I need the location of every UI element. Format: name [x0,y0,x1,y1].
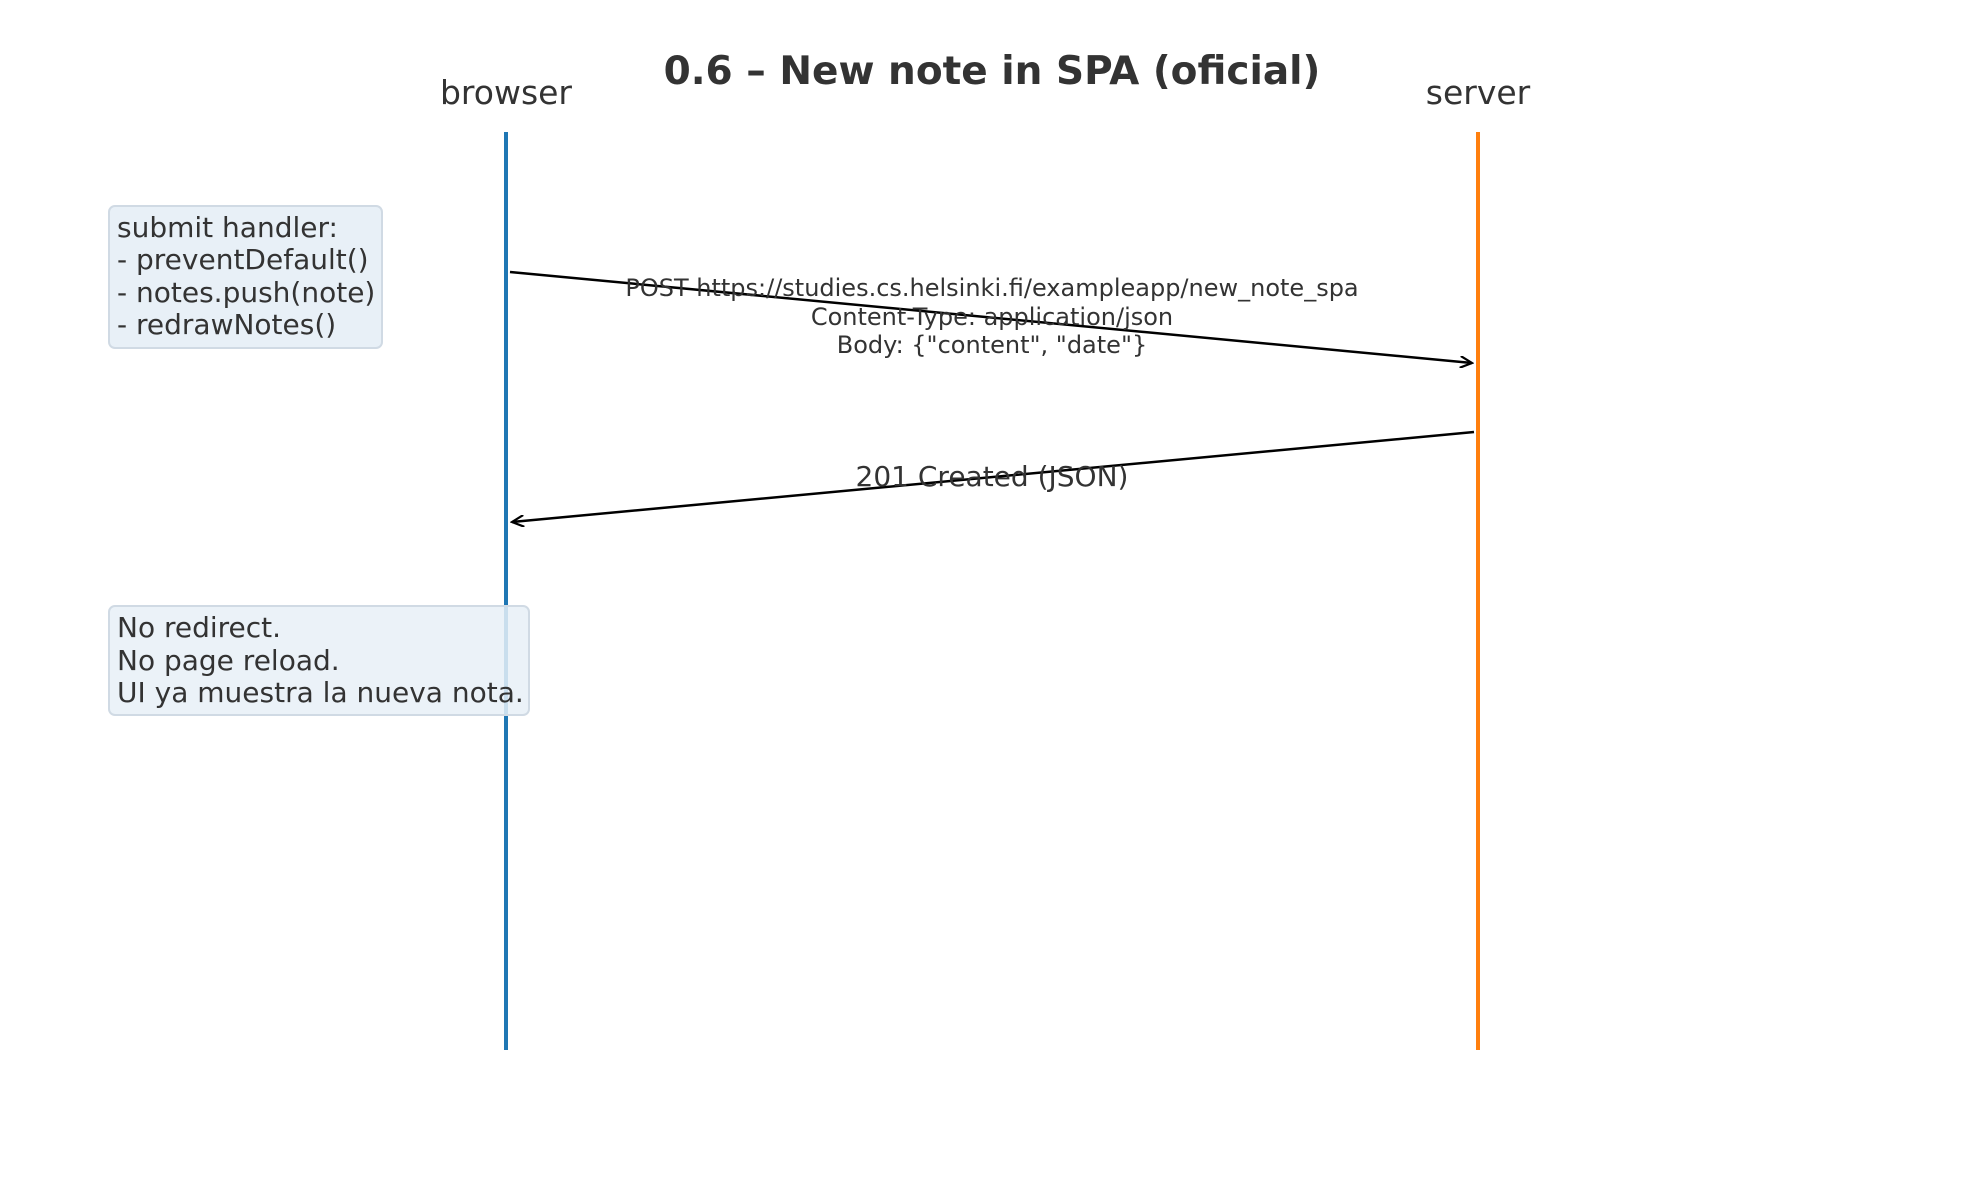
message-label-line: Content-Type: application/json [811,303,1173,331]
message-arrow-response [512,430,1475,522]
note-box-submit-handler [108,205,383,349]
note-box-no-redirect [108,605,530,716]
message-label-line: Body: {"content", "date"} [837,331,1148,359]
diagram-title: 0.6 – New note in SPA (oficial) [664,49,1321,94]
actor-label-browser: browser [440,73,572,112]
message-arrow-post [509,270,1472,363]
note-line: - notes.push(note) [117,276,375,309]
note-line: UI ya muestra la nueva nota. [117,676,524,709]
note-line: No redirect. [117,611,281,644]
note-line: - redrawNotes() [117,308,336,341]
note-line: No page reload. [117,644,340,677]
message-label-line: POST https://studies.cs.helsinki.fi/exam… [625,274,1358,302]
note-line: - preventDefault() [117,243,369,276]
message-label-line: 201 Created (JSON) [856,460,1129,493]
note-line: submit handler: [117,211,338,244]
actor-label-server: server [1426,73,1531,112]
